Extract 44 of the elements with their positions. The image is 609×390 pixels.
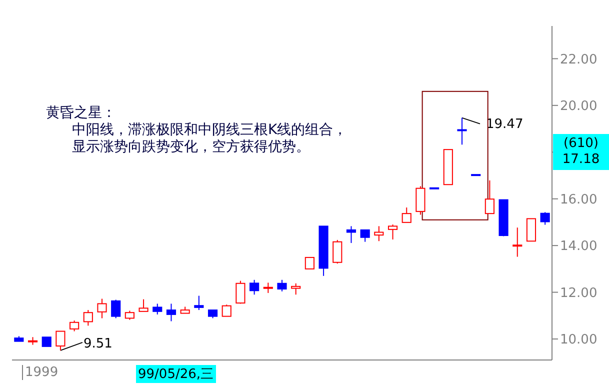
annotation: 黄昏之星：: [46, 105, 117, 122]
y-tick-label: 14.00: [560, 239, 598, 254]
candlestick: [222, 304, 232, 317]
candlestick: [263, 282, 273, 294]
text: 1999: [22, 365, 58, 380]
candlestick: [332, 239, 342, 264]
candlestick: [540, 212, 550, 226]
candlestick: [250, 279, 260, 296]
annotation: 中阳线，滞涨极限和中阴线三根K线的组合，: [71, 122, 348, 139]
candlestick: [277, 279, 287, 292]
candlestick: [304, 256, 314, 270]
candlestick: [152, 303, 162, 315]
annotation: 9.51: [83, 336, 112, 352]
candlestick: [526, 218, 536, 242]
candlestick: [166, 303, 176, 322]
candlestick: [512, 227, 522, 258]
y-tick-label: 10.00: [560, 332, 598, 348]
y-tick-label: 22.00: [560, 52, 598, 68]
candlestick: [194, 295, 204, 311]
candlestick: [346, 226, 356, 244]
candlestick: [83, 310, 93, 326]
candlestick: [97, 298, 107, 319]
candlestick: [484, 180, 494, 214]
candlestick: [124, 310, 134, 320]
candlestick: [416, 186, 426, 216]
y-tick-label: 20.00: [560, 99, 598, 114]
text: (610): [562, 136, 600, 152]
text: 17.18: [561, 152, 601, 168]
candlestick: [138, 298, 148, 312]
candlestick: [291, 282, 301, 296]
candlestick: [56, 330, 66, 351]
candlestick: [388, 224, 398, 240]
annotation: 显示涨势向跌势变化，空方获得优势。: [71, 139, 311, 156]
candlestick: [236, 280, 246, 304]
candlestick: [111, 299, 121, 319]
candlestick: [42, 336, 52, 347]
y-tick-label: 12.00: [560, 286, 598, 301]
text: 99/05/26,三: [136, 365, 216, 383]
y-tick-label: 16.00: [560, 192, 598, 208]
candlestick: [457, 117, 467, 146]
candlestick: [360, 229, 370, 242]
candlestick: [402, 206, 412, 223]
candlestick: [374, 226, 384, 242]
candlestick: [70, 320, 80, 332]
